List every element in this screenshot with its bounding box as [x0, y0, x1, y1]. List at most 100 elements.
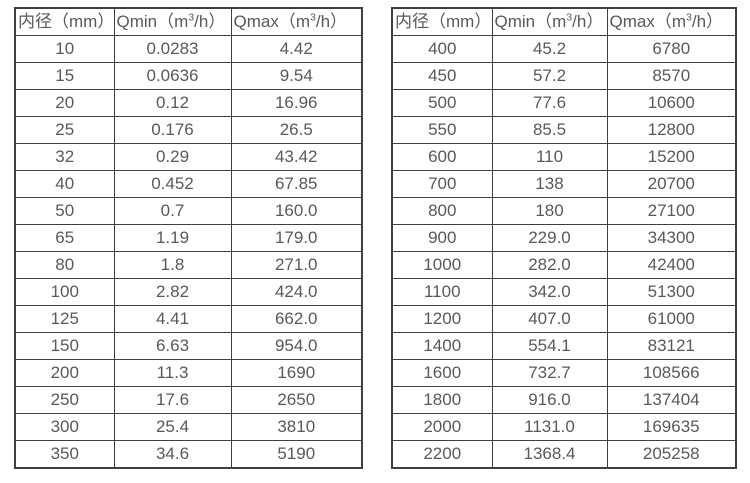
qmax-cell: 6780: [606, 35, 737, 63]
qmax-cell: 12800: [606, 116, 737, 144]
diameter-cell: 25: [14, 116, 115, 144]
diameter-cell: 1600: [391, 359, 493, 387]
table-row: 350 34.6 5190: [14, 440, 363, 469]
table-row: 150 6.63 954.0: [14, 332, 363, 360]
qmin-cell: 282.0: [491, 251, 608, 279]
qmax-cell: 26.5: [230, 116, 363, 144]
table-row: 300 25.4 3810: [14, 413, 363, 441]
table-row: 900 229.0 34300: [391, 224, 737, 252]
qmin-cell: 916.0: [491, 386, 608, 414]
diameter-cell: 900: [391, 224, 493, 252]
diameter-cell: 150: [14, 332, 115, 360]
qmin-cell: 4.41: [113, 305, 232, 333]
qmin-cell: 6.63: [113, 332, 232, 360]
qmin-cell: 342.0: [491, 278, 608, 306]
qmin-cell: 407.0: [491, 305, 608, 333]
table-row: 40 0.452 67.85: [14, 170, 363, 198]
table-row: 450 57.2 8570: [391, 62, 737, 90]
diameter-cell: 400: [391, 35, 493, 63]
qmin-cell: 25.4: [113, 413, 232, 441]
qmin-cell: 77.6: [491, 89, 608, 117]
qmin-cell: 0.0636: [113, 62, 232, 90]
diameter-cell: 1000: [391, 251, 493, 279]
qmin-cell: 17.6: [113, 386, 232, 414]
diameter-cell: 600: [391, 143, 493, 171]
table-row: 800 180 27100: [391, 197, 737, 225]
table-row: 500 77.6 10600: [391, 89, 737, 117]
table-row: 1600 732.7 108566: [391, 359, 737, 387]
qmin-cell: 732.7: [491, 359, 608, 387]
col-header-diameter: 内径（mm）: [391, 7, 493, 36]
diameter-cell: 80: [14, 251, 115, 279]
qmin-cell: 57.2: [491, 62, 608, 90]
table-row: 700 138 20700: [391, 170, 737, 198]
table-row: 32 0.29 43.42: [14, 143, 363, 171]
diameter-cell: 50: [14, 197, 115, 225]
qmin-cell: 138: [491, 170, 608, 198]
diameter-cell: 2200: [391, 440, 493, 469]
qmax-cell: 15200: [606, 143, 737, 171]
col-header-diameter: 内径（mm）: [14, 7, 115, 36]
table-row: 400 45.2 6780: [391, 35, 737, 63]
qmin-cell: 2.82: [113, 278, 232, 306]
table-row: 80 1.8 271.0: [14, 251, 363, 279]
qmax-cell: 51300: [606, 278, 737, 306]
qmin-cell: 1131.0: [491, 413, 608, 441]
qmax-cell: 3810: [230, 413, 363, 441]
flow-range-tables: 内径（mm） Qmin（m3/h） Qmax（m3/h） 10 0.0283 4.4…: [14, 7, 737, 469]
table-row: 125 4.41 662.0: [14, 305, 363, 333]
diameter-cell: 15: [14, 62, 115, 90]
diameter-cell: 2000: [391, 413, 493, 441]
qmax-cell: 16.96: [230, 89, 363, 117]
table-row: 65 1.19 179.0: [14, 224, 363, 252]
diameter-cell: 200: [14, 359, 115, 387]
diameter-cell: 125: [14, 305, 115, 333]
table-row: 20 0.12 16.96: [14, 89, 363, 117]
table-row: 25 0.176 26.5: [14, 116, 363, 144]
qmin-cell: 1368.4: [491, 440, 608, 469]
col-header-qmax: Qmax（m3/h）: [606, 7, 737, 36]
qmax-cell: 271.0: [230, 251, 363, 279]
table-row: 1200 407.0 61000: [391, 305, 737, 333]
qmin-cell: 0.7: [113, 197, 232, 225]
qmax-cell: 42400: [606, 251, 737, 279]
qmax-cell: 108566: [606, 359, 737, 387]
qmax-cell: 9.54: [230, 62, 363, 90]
table-row: 1800 916.0 137404: [391, 386, 737, 414]
qmax-cell: 43.42: [230, 143, 363, 171]
col-header-qmin: Qmin（m3/h）: [491, 7, 608, 36]
diameter-cell: 40: [14, 170, 115, 198]
diameter-cell: 550: [391, 116, 493, 144]
qmin-cell: 1.19: [113, 224, 232, 252]
qmax-cell: 662.0: [230, 305, 363, 333]
col-header-qmax: Qmax（m3/h）: [230, 7, 363, 36]
header-row: 内径（mm） Qmin（m3/h） Qmax（m3/h）: [14, 7, 363, 36]
qmin-cell: 1.8: [113, 251, 232, 279]
superscript-3: 3: [310, 11, 316, 24]
qmax-cell: 169635: [606, 413, 737, 441]
diameter-cell: 32: [14, 143, 115, 171]
qmin-cell: 11.3: [113, 359, 232, 387]
qmin-cell: 0.0283: [113, 35, 232, 63]
table-row: 550 85.5 12800: [391, 116, 737, 144]
qmin-cell: 34.6: [113, 440, 232, 469]
qmin-cell: 180: [491, 197, 608, 225]
table-row: 1400 554.1 83121: [391, 332, 737, 360]
qmax-cell: 954.0: [230, 332, 363, 360]
qmax-cell: 61000: [606, 305, 737, 333]
table-row: 2200 1368.4 205258: [391, 440, 737, 469]
table-row: 100 2.82 424.0: [14, 278, 363, 306]
diameter-cell: 1800: [391, 386, 493, 414]
qmin-cell: 0.12: [113, 89, 232, 117]
table-row: 1000 282.0 42400: [391, 251, 737, 279]
diameter-cell: 100: [14, 278, 115, 306]
qmax-cell: 5190: [230, 440, 363, 469]
diameter-cell: 250: [14, 386, 115, 414]
qmin-cell: 554.1: [491, 332, 608, 360]
table-row: 2000 1131.0 169635: [391, 413, 737, 441]
qmin-cell: 229.0: [491, 224, 608, 252]
superscript-3: 3: [188, 11, 195, 24]
diameter-cell: 1400: [391, 332, 493, 360]
table-row: 50 0.7 160.0: [14, 197, 363, 225]
table-row: 250 17.6 2650: [14, 386, 363, 414]
